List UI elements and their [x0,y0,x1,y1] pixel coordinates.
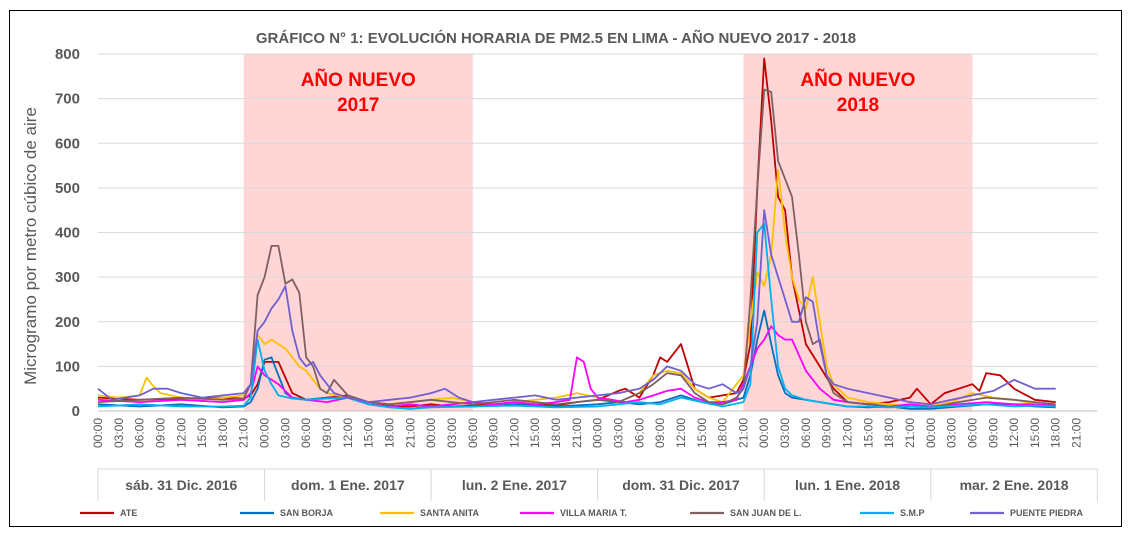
legend-label: SAN BORJA [280,508,334,518]
day-label: dom. 31 Dic. 2017 [622,477,740,493]
legend-label: SAN JUAN DE L. [730,508,802,518]
x-tick-label: 18:00 [549,418,563,448]
x-tick-label: 06:00 [632,418,646,448]
day-label: lun. 1 Ene. 2018 [795,477,900,493]
x-tick-label: 09:00 [986,418,1000,448]
x-tick-label: 03:00 [945,418,959,448]
y-tick-label: 800 [55,46,80,63]
x-tick-label: 15:00 [695,418,709,448]
y-tick-label: 400 [55,225,80,242]
day-label: mar. 2 Ene. 2018 [960,477,1069,493]
x-tick-label: 00:00 [424,418,438,448]
legend-item: PUENTE PIEDRA [970,508,1084,518]
y-tick-label: 600 [55,135,80,152]
legend-label: PUENTE PIEDRA [1010,508,1084,518]
x-tick-label: 21:00 [237,418,251,448]
legend-item: SAN JUAN DE L. [690,508,802,518]
x-tick-label: 12:00 [1007,418,1021,448]
legend-item: ATE [80,508,137,518]
x-tick-label: 09:00 [487,418,501,448]
legend-label: ATE [120,508,137,518]
x-tick-label: 00:00 [591,418,605,448]
x-tick-label: 12:00 [341,418,355,448]
series-line-puente-piedra [97,209,1056,406]
x-tick-label: 21:00 [736,418,750,448]
chart-title: GRÁFICO N° 1: EVOLUCIÓN HORARIA DE PM2.5… [256,29,856,47]
legend-label: S.M.P [900,508,925,518]
x-tick-label: 21:00 [903,418,917,448]
x-tick-label: 21:00 [403,418,417,448]
x-tick-label: 12:00 [841,418,855,448]
x-tick-label: 18:00 [383,418,397,448]
x-tick-label: 15:00 [362,418,376,448]
x-tick-label: 00:00 [924,418,938,448]
annotation-line2-1: 2017 [337,95,379,116]
x-tick-label: 09:00 [320,418,334,448]
legend-label: VILLA MARIA T. [560,508,627,518]
series-line-san-juan-de-l [97,88,1056,409]
x-tick-label: 09:00 [820,418,834,448]
x-tick-label: 06:00 [965,418,979,448]
x-tick-label: 00:00 [258,418,272,448]
x-tick-label: 03:00 [278,418,292,448]
x-tick-label: 15:00 [528,418,542,448]
x-tick-label: 15:00 [1028,418,1042,448]
annotation-line1-2: AÑO NUEVO [800,69,915,91]
day-label: sáb. 31 Dic. 2016 [125,477,237,493]
day-label: dom. 1 Ene. 2017 [291,477,405,493]
pm25-line-chart: 0 100 200 300 400 500 600 700 800 00:00 03:00 06:0… [21,29,1098,518]
y-tick-label: 100 [55,358,80,375]
x-tick-label: 21:00 [1070,418,1084,448]
x-tick-label: 09:00 [154,418,168,448]
series-line-s-m-p [97,222,1056,410]
legend-item: SAN BORJA [240,508,334,518]
chart-frame: 0 100 200 300 400 500 600 700 800 00:00 03:00 06:0… [9,10,1122,527]
x-tick-label: 03:00 [112,418,126,448]
x-tick-label: 00:00 [757,418,771,448]
x-tick-label: 12:00 [674,418,688,448]
x-tick-label: 06:00 [299,418,313,448]
legend-item: S.M.P [860,508,925,518]
x-tick-label: 06:00 [466,418,480,448]
x-tick-label: 15:00 [861,418,875,448]
x-tick-label: 09:00 [653,418,667,448]
x-tick-label: 06:00 [133,418,147,448]
x-tick-label: 18:00 [882,418,896,448]
y-tick-label: 0 [72,403,80,420]
x-tick-label: 00:00 [91,418,105,448]
annotation-line1-1: AÑO NUEVO [301,69,416,91]
annotation-line2-2: 2018 [837,95,879,116]
legend-item: SANTA ANITA [380,508,479,518]
x-tick-label: 12:00 [507,418,521,448]
x-tick-label: 03:00 [445,418,459,448]
y-axis-label: Microgramo por metro cúbico de aire [21,107,40,385]
x-tick-label: 18:00 [216,418,230,448]
x-tick-label: 06:00 [799,418,813,448]
y-tick-label: 200 [55,314,80,331]
x-tick-label: 03:00 [612,418,626,448]
x-tick-label: 03:00 [778,418,792,448]
x-tick-label: 18:00 [1049,418,1063,448]
x-tick-label: 18:00 [716,418,730,448]
legend-item: VILLA MARIA T. [520,508,627,518]
y-tick-label: 300 [55,269,80,286]
y-tick-label: 500 [55,180,80,197]
x-tick-label: 21:00 [570,418,584,448]
legend-label: SANTA ANITA [420,508,479,518]
y-tick-label: 700 [55,91,80,108]
x-tick-label: 12:00 [174,418,188,448]
day-label: lun. 2 Ene. 2017 [462,477,567,493]
x-tick-label: 15:00 [195,418,209,448]
